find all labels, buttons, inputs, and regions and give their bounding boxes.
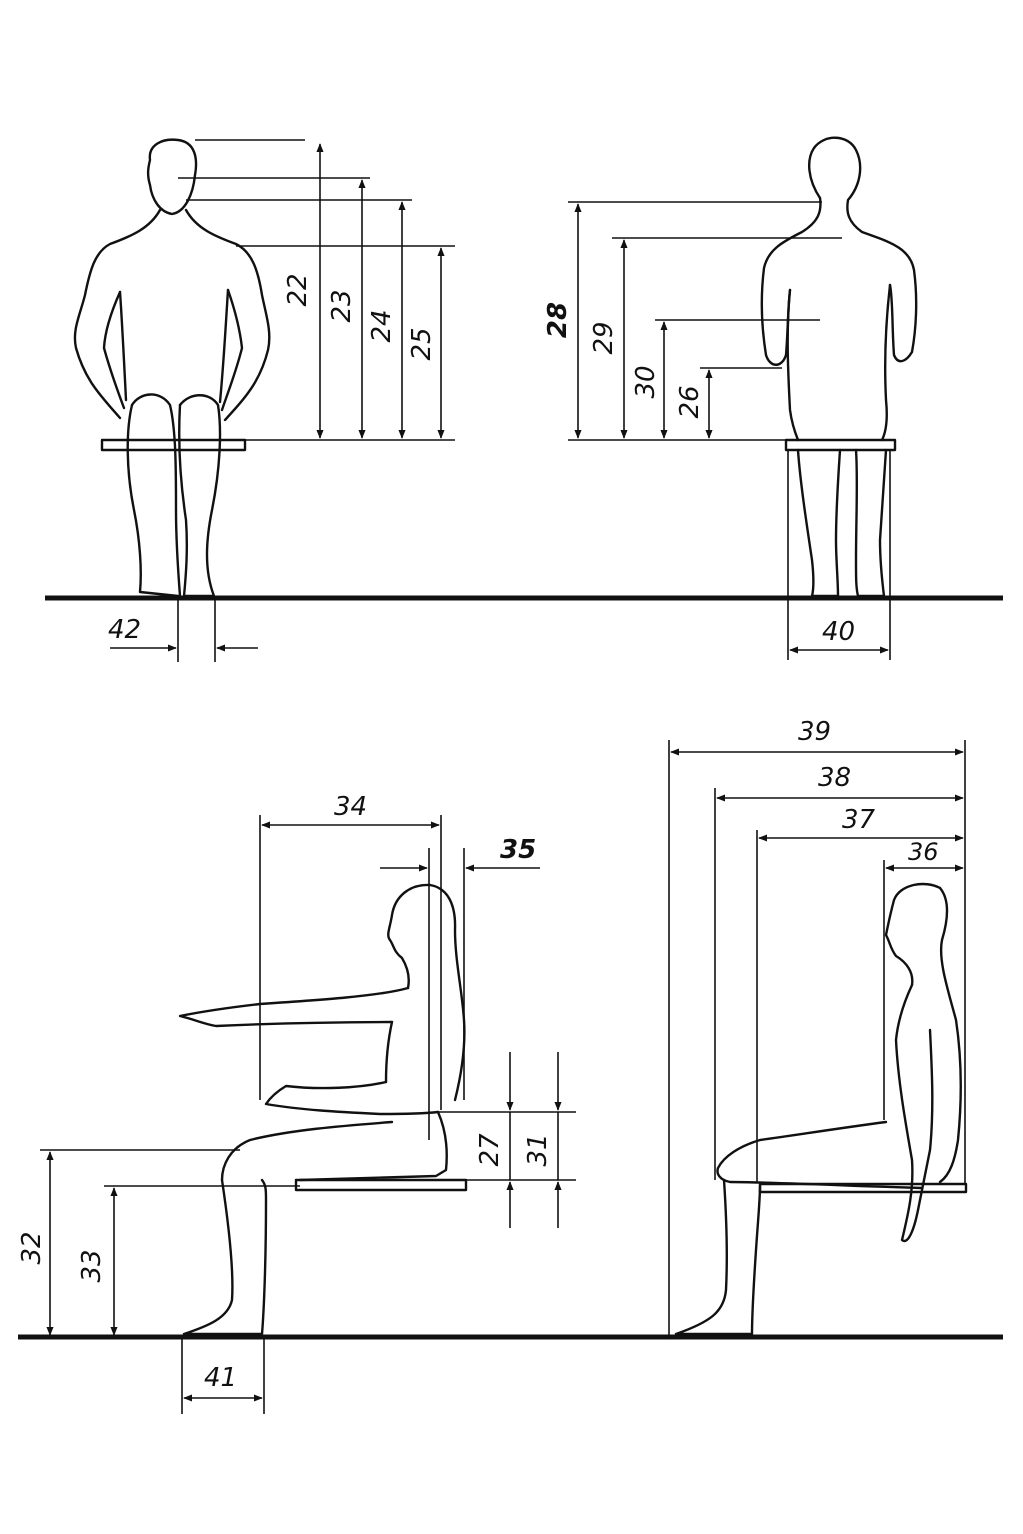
back-view-dimensions [568,201,891,660]
dim-label-36: 36 [908,838,939,866]
dim-label-27: 27 [475,1133,505,1167]
right-view-dimensions [668,740,966,1337]
dim-label-41: 41 [204,1363,237,1393]
dim-label-31: 31 [523,1133,553,1166]
dim-label-29: 29 [589,321,619,354]
dim-label-42: 42 [108,615,141,645]
back-view-seated-figure [760,136,918,598]
dim-label-23: 23 [327,289,357,322]
dim-label-32: 32 [17,1231,47,1264]
dim-label-25: 25 [407,327,437,360]
side-view-dimensions [40,815,576,1414]
dim-label-40: 40 [822,617,855,647]
dim-label-30: 30 [631,365,661,398]
dim-label-33: 33 [77,1249,107,1282]
dim-label-24: 24 [367,309,397,342]
dim-label-28: 28 [543,302,573,338]
side-view-figure-right [674,882,968,1336]
front-view-dimensions [110,139,455,662]
front-view-seated-figure [73,138,271,598]
dim-label-34: 34 [334,792,367,822]
dim-label-22: 22 [283,273,313,306]
dim-label-38: 38 [818,763,851,793]
dim-label-37: 37 [842,805,876,835]
dim-label-35: 35 [500,835,536,865]
dim-label-39: 39 [798,717,831,747]
side-view-seated-figure [178,883,468,1336]
dim-label-26: 26 [675,385,705,418]
